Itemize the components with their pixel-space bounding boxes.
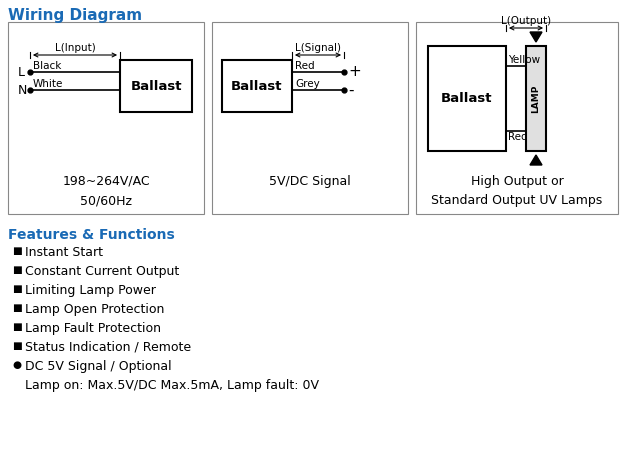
Text: Wiring Diagram: Wiring Diagram xyxy=(8,8,142,23)
Text: LAMP: LAMP xyxy=(531,84,540,113)
Bar xyxy=(212,22,408,214)
Text: High Output or
Standard Output UV Lamps: High Output or Standard Output UV Lamps xyxy=(431,175,603,207)
Text: ●: ● xyxy=(12,360,21,370)
Text: White: White xyxy=(33,79,63,89)
Text: Red: Red xyxy=(295,61,315,71)
Text: Grey: Grey xyxy=(295,79,320,89)
Text: DC 5V Signal / Optional: DC 5V Signal / Optional xyxy=(25,360,172,373)
Polygon shape xyxy=(530,32,542,42)
Text: ■: ■ xyxy=(12,246,22,256)
Text: Status Indication / Remote: Status Indication / Remote xyxy=(25,341,191,354)
Text: L(Output): L(Output) xyxy=(501,16,551,26)
Polygon shape xyxy=(530,155,542,165)
Text: 198~264V/AC
50/60Hz: 198~264V/AC 50/60Hz xyxy=(62,175,150,207)
Text: Ballast: Ballast xyxy=(130,79,182,93)
Text: 5V/DC Signal: 5V/DC Signal xyxy=(269,175,351,188)
Text: Instant Start: Instant Start xyxy=(25,246,103,259)
Bar xyxy=(526,46,546,151)
Text: Black: Black xyxy=(33,61,61,71)
Text: +: + xyxy=(348,64,361,79)
Text: ■: ■ xyxy=(12,341,22,351)
Text: -: - xyxy=(348,83,354,97)
Text: ■: ■ xyxy=(12,284,22,294)
Text: Ballast: Ballast xyxy=(231,79,283,93)
Text: Lamp Fault Protection: Lamp Fault Protection xyxy=(25,322,161,335)
Text: Yellow: Yellow xyxy=(508,55,540,65)
Text: Lamp Open Protection: Lamp Open Protection xyxy=(25,303,165,316)
Text: N: N xyxy=(18,84,28,96)
Text: Constant Current Output: Constant Current Output xyxy=(25,265,179,278)
Text: Lamp on: Max.5V/DC Max.5mA, Lamp fault: 0V: Lamp on: Max.5V/DC Max.5mA, Lamp fault: … xyxy=(25,379,319,392)
Text: L(Input): L(Input) xyxy=(54,43,95,53)
Text: ■: ■ xyxy=(12,322,22,332)
Text: L: L xyxy=(18,65,25,78)
Text: ■: ■ xyxy=(12,303,22,313)
Bar xyxy=(120,60,192,112)
Text: ■: ■ xyxy=(12,265,22,275)
Bar xyxy=(8,22,204,214)
Bar xyxy=(222,60,292,112)
Text: Ballast: Ballast xyxy=(441,92,493,105)
Bar xyxy=(416,22,618,214)
Bar xyxy=(428,46,506,151)
Text: Red: Red xyxy=(508,132,528,142)
Text: L(Signal): L(Signal) xyxy=(295,43,341,53)
Text: Features & Functions: Features & Functions xyxy=(8,228,175,242)
Text: Limiting Lamp Power: Limiting Lamp Power xyxy=(25,284,156,297)
